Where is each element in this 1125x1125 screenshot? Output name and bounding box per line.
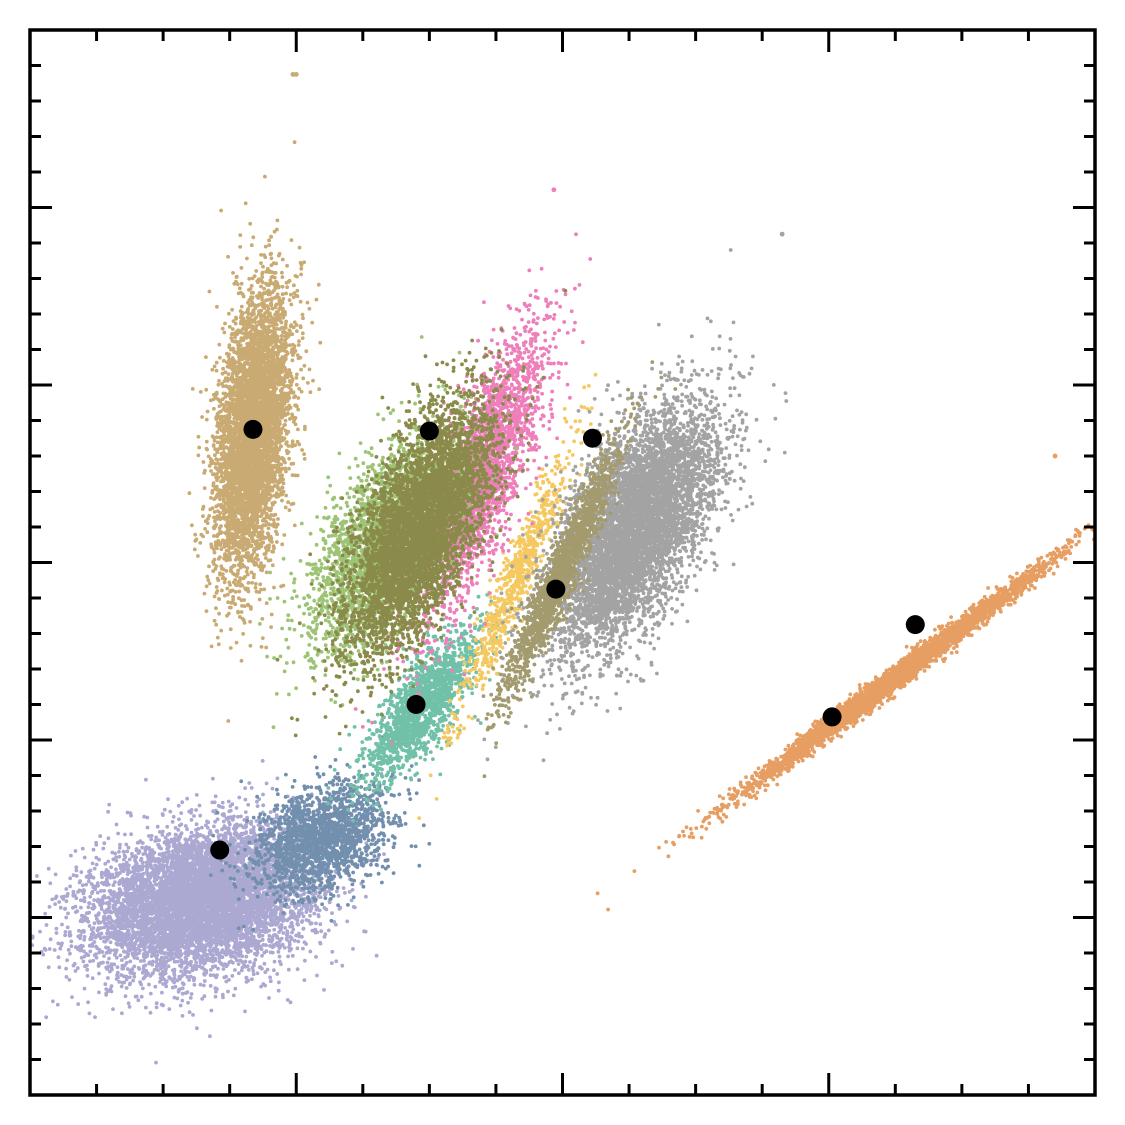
point-clouds	[30, 140, 1095, 1065]
centroid-marker-7	[822, 707, 842, 727]
centroid-marker-4	[546, 579, 566, 599]
outlier-point-2	[290, 71, 296, 77]
outlier-point-5	[1052, 453, 1058, 459]
outlier-point-3	[551, 187, 557, 193]
axis-ticks	[30, 30, 1095, 1095]
centroid-marker-8	[905, 615, 925, 635]
cluster-points	[595, 520, 1095, 912]
cluster-points	[476, 248, 789, 763]
cluster-points	[275, 288, 568, 738]
outlier-point-1	[293, 71, 299, 77]
centroid-marker-2	[419, 421, 439, 441]
centroid-marker-6	[210, 840, 230, 860]
cluster-points	[30, 759, 386, 1065]
centroid-marker-3	[582, 428, 602, 448]
cluster-4	[417, 372, 598, 821]
cluster-8	[476, 248, 789, 763]
outlier-points	[67, 71, 1058, 938]
cluster-points	[258, 335, 518, 730]
cluster-6	[258, 335, 518, 730]
cluster-points	[208, 735, 432, 932]
plot-frame	[28, 28, 1097, 1097]
outlier-point-6	[67, 932, 73, 938]
centroid-markers	[210, 419, 925, 860]
outlier-point-4	[779, 231, 785, 237]
cluster-1	[30, 759, 386, 1065]
cluster-points	[417, 372, 598, 821]
cluster-2	[208, 735, 432, 932]
cluster-9	[275, 288, 568, 738]
cluster-11	[595, 520, 1095, 912]
centroid-marker-5	[406, 695, 426, 714]
centroid-marker-1	[243, 419, 263, 439]
